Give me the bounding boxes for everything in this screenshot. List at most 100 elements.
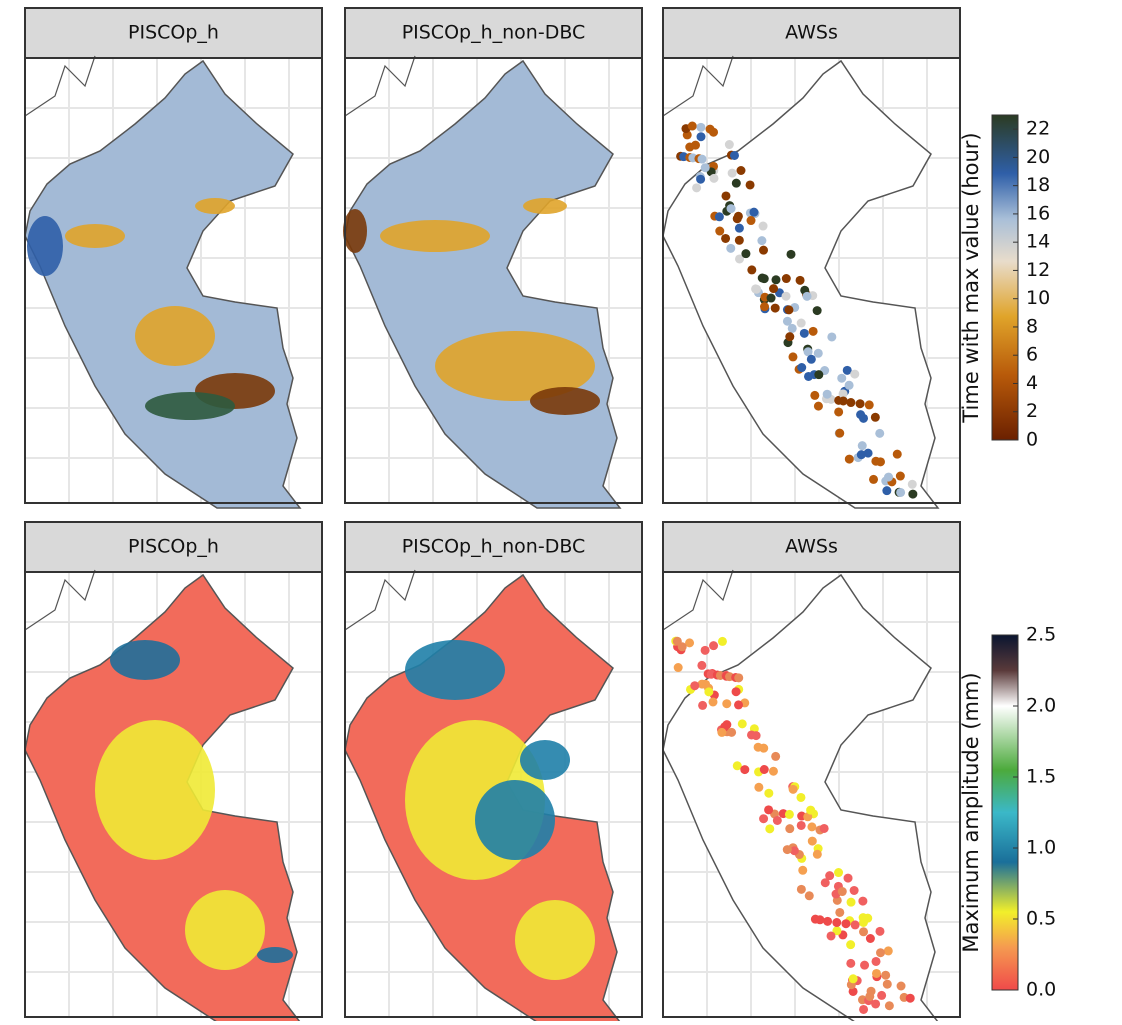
station-dot — [757, 236, 766, 245]
station-dot — [697, 132, 706, 141]
station-dot — [783, 845, 792, 854]
station-dot — [746, 180, 755, 189]
station-dot — [696, 123, 705, 132]
station-dot — [773, 816, 782, 825]
station-dot — [769, 767, 778, 776]
station-dot — [797, 885, 806, 894]
station-dot — [798, 866, 807, 875]
station-dot — [741, 249, 750, 258]
colorbar-tick-label: 2.5 — [1026, 624, 1056, 646]
map-region — [145, 392, 235, 420]
station-dot — [847, 898, 856, 907]
station-dot — [883, 980, 892, 989]
station-dot — [734, 700, 743, 709]
station-dot — [797, 821, 806, 830]
map-region — [65, 224, 125, 248]
station-dot — [800, 329, 809, 338]
station-dot — [882, 486, 891, 495]
station-dot — [759, 246, 768, 255]
station-dot — [872, 969, 881, 978]
station-dot — [808, 837, 817, 846]
station-dot — [733, 214, 742, 223]
station-dot — [735, 224, 744, 233]
station-dot — [784, 305, 793, 314]
station-dot — [859, 927, 868, 936]
station-dot — [769, 284, 778, 293]
station-dot — [857, 450, 866, 459]
station-dot — [803, 292, 812, 301]
colorbar-tick-label: 22 — [1026, 118, 1050, 140]
station-dot — [839, 396, 848, 405]
station-dot — [788, 352, 797, 361]
station-dot — [838, 887, 847, 896]
station-dot — [721, 191, 730, 200]
station-dot — [814, 349, 823, 358]
station-dot — [747, 265, 756, 274]
station-dot — [688, 122, 697, 131]
station-dot — [813, 850, 822, 859]
station-dot — [749, 208, 758, 217]
station-dot — [846, 940, 855, 949]
map-region — [405, 640, 505, 700]
station-dot — [823, 390, 832, 399]
colorbar — [992, 115, 1018, 440]
colorbar-tick-label: 0.5 — [1026, 908, 1056, 930]
station-dot — [856, 399, 865, 408]
station-dot — [877, 991, 886, 1000]
station-dot — [804, 372, 813, 381]
station-dot — [860, 961, 869, 970]
map-region — [110, 640, 180, 680]
station-dot — [704, 687, 713, 696]
station-dot — [834, 868, 843, 877]
map-panel: PISCOp_h — [25, 522, 322, 1021]
panel-title: PISCOp_h_non-DBC — [402, 536, 586, 558]
station-dot — [751, 284, 760, 293]
map-region — [515, 900, 595, 980]
panel-title: PISCOp_h — [128, 536, 219, 558]
map-panel: PISCOp_h — [25, 8, 322, 508]
station-dot — [810, 391, 819, 400]
station-dot — [835, 908, 844, 917]
station-dot — [697, 661, 706, 670]
station-dot — [760, 765, 769, 774]
station-dot — [805, 891, 814, 900]
station-dot — [832, 918, 841, 927]
map-region — [475, 780, 555, 860]
colorbar-tick-label: 2 — [1026, 400, 1038, 422]
station-dot — [821, 878, 830, 887]
station-dot — [764, 805, 773, 814]
station-dot — [738, 719, 747, 728]
station-dot — [806, 806, 815, 815]
station-dot — [718, 637, 727, 646]
station-dot — [789, 785, 798, 794]
station-dot — [896, 472, 905, 481]
colorbar-tick-label: 18 — [1026, 174, 1050, 196]
station-dot — [696, 175, 705, 184]
station-dot — [785, 332, 794, 341]
station-dot — [759, 222, 768, 231]
station-dot — [690, 681, 699, 690]
station-dot — [871, 413, 880, 422]
station-dot — [876, 948, 885, 957]
station-dot — [834, 407, 843, 416]
station-dot — [908, 480, 917, 489]
panel-title: AWSs — [785, 536, 838, 558]
station-dot — [875, 429, 884, 438]
station-dot — [897, 981, 906, 990]
station-dot — [717, 728, 726, 737]
station-dot — [764, 789, 773, 798]
station-dot — [760, 302, 769, 311]
station-dot — [747, 216, 756, 225]
station-dot — [814, 402, 823, 411]
station-dot — [859, 1005, 868, 1014]
station-dot — [709, 697, 718, 706]
station-dot — [701, 646, 710, 655]
map-region — [195, 198, 235, 214]
station-dot — [837, 374, 846, 383]
legend-title: Time with max value (hour) — [959, 132, 983, 423]
station-dot — [872, 957, 881, 966]
station-dot — [875, 927, 884, 936]
station-dot — [685, 143, 694, 152]
station-dot — [722, 699, 731, 708]
station-dot — [866, 934, 875, 943]
